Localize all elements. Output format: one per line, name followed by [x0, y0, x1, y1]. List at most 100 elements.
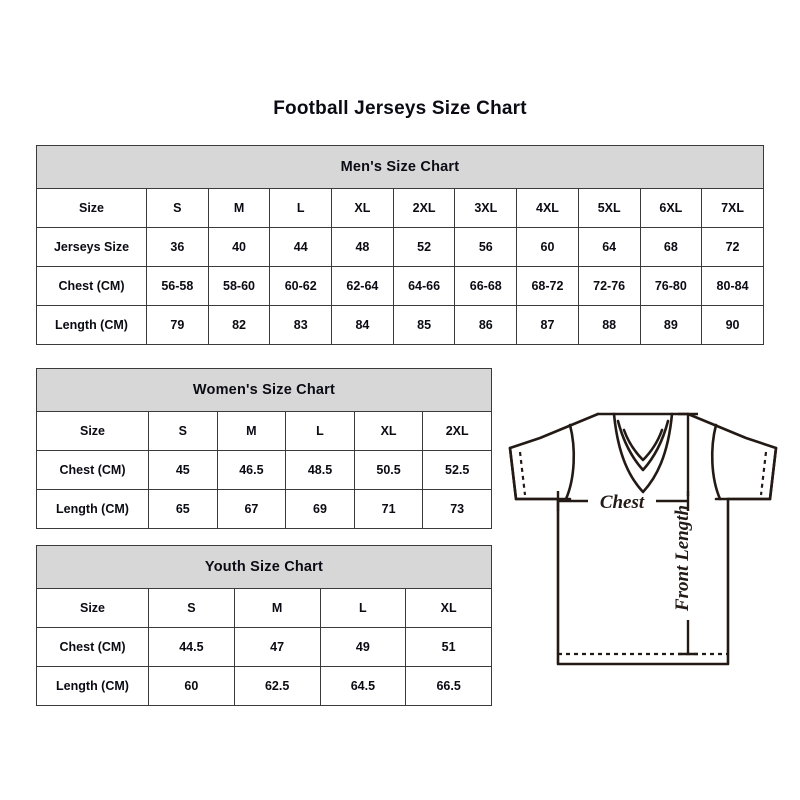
table-cell: S — [146, 188, 209, 228]
table-cell: 62.5 — [233, 666, 321, 706]
table-cell: 89 — [639, 305, 703, 345]
mens-size-chart-table: Men's Size Chart Size S M L XL 2XL 3XL 4… — [36, 145, 764, 345]
table-cell: 52.5 — [422, 450, 492, 490]
mens-table-caption: Men's Size Chart — [36, 145, 764, 189]
table-cell: 69 — [285, 489, 355, 529]
table-cell: 82 — [207, 305, 271, 345]
table-cell: L — [319, 588, 407, 628]
table-row: Length (CM) 60 62.5 64.5 66.5 — [36, 666, 492, 706]
table-cell: XL — [331, 188, 394, 228]
table-row: Chest (CM) 56-58 58-60 60-62 62-64 64-66… — [36, 266, 764, 306]
row-label: Chest (CM) — [36, 450, 149, 490]
table-caption-row: Men's Size Chart — [36, 145, 764, 189]
table-cell: M — [233, 588, 321, 628]
womens-size-chart-table: Women's Size Chart Size S M L XL 2XL Che… — [36, 368, 492, 529]
v-neck-outer — [612, 412, 674, 494]
table-caption-row: Women's Size Chart — [36, 368, 492, 412]
table-cell: 50.5 — [353, 450, 424, 490]
row-label: Jerseys Size — [36, 227, 147, 267]
table-cell: 65 — [148, 489, 218, 529]
table-cell: 51 — [405, 627, 492, 667]
v-neck-inner-2 — [622, 428, 664, 462]
table-cell: 2XL — [392, 188, 456, 228]
row-label: Length (CM) — [36, 305, 147, 345]
table-cell: XL — [353, 411, 424, 451]
womens-table-caption: Women's Size Chart — [36, 368, 492, 412]
table-cell: 6XL — [639, 188, 703, 228]
table-cell: 5XL — [577, 188, 641, 228]
table-cell: XL — [405, 588, 492, 628]
table-cell: 40 — [207, 227, 271, 267]
right-cuff-stitch-dashed — [759, 451, 768, 496]
youth-size-chart-table: Youth Size Chart Size S M L XL Chest (CM… — [36, 545, 492, 706]
table-cell: 60-62 — [269, 266, 333, 306]
left-cuff-edge — [508, 446, 518, 501]
right-cuff-edge — [768, 446, 778, 501]
table-cell: 36 — [146, 227, 209, 267]
table-cell: S — [148, 411, 218, 451]
youth-table-caption: Youth Size Chart — [36, 545, 492, 589]
table-cell: 44 — [269, 227, 333, 267]
row-label: Size — [36, 188, 147, 228]
table-cell: 90 — [701, 305, 764, 345]
table-cell: 48 — [331, 227, 394, 267]
table-cell: 52 — [392, 227, 456, 267]
table-cell: 58-60 — [207, 266, 271, 306]
table-cell: 72 — [701, 227, 764, 267]
table-cell: 68 — [639, 227, 703, 267]
table-cell: 3XL — [454, 188, 518, 228]
table-cell: L — [285, 411, 355, 451]
table-cell: 7XL — [701, 188, 764, 228]
table-row: Length (CM) 79 82 83 84 85 86 87 88 89 9… — [36, 305, 764, 345]
table-cell: 60 — [516, 227, 579, 267]
chest-measure-label: Chest — [600, 492, 645, 513]
table-cell: 62-64 — [331, 266, 394, 306]
table-cell: 64 — [577, 227, 641, 267]
row-label: Size — [36, 411, 149, 451]
table-row: Length (CM) 65 67 69 71 73 — [36, 489, 492, 529]
table-row: Chest (CM) 44.5 47 49 51 — [36, 627, 492, 667]
row-label: Chest (CM) — [36, 627, 149, 667]
table-cell: 49 — [319, 627, 407, 667]
table-cell: 67 — [216, 489, 287, 529]
table-cell: 46.5 — [216, 450, 287, 490]
table-row: Chest (CM) 45 46.5 48.5 50.5 52.5 — [36, 450, 492, 490]
table-cell: 73 — [422, 489, 492, 529]
body-outline — [556, 497, 730, 666]
table-cell: 64-66 — [392, 266, 456, 306]
table-cell: 68-72 — [516, 266, 579, 306]
table-cell: 48.5 — [285, 450, 355, 490]
table-cell: 44.5 — [148, 627, 235, 667]
table-cell: 2XL — [422, 411, 492, 451]
table-cell: 87 — [516, 305, 579, 345]
left-armhole-seam — [564, 423, 576, 501]
v-neck-inner-1 — [616, 419, 670, 472]
table-cell: 47 — [233, 627, 321, 667]
table-cell: 80-84 — [701, 266, 764, 306]
row-label: Chest (CM) — [36, 266, 147, 306]
table-row: Size S M L XL 2XL 3XL 4XL 5XL 6XL 7XL — [36, 188, 764, 228]
row-label: Size — [36, 588, 149, 628]
row-label: Length (CM) — [36, 489, 149, 529]
table-cell: 66.5 — [405, 666, 492, 706]
table-cell: M — [216, 411, 287, 451]
table-cell: 84 — [331, 305, 394, 345]
table-cell: 66-68 — [454, 266, 518, 306]
table-cell: 83 — [269, 305, 333, 345]
table-cell: 88 — [577, 305, 641, 345]
table-cell: 86 — [454, 305, 518, 345]
table-row: Size S M L XL — [36, 588, 492, 628]
page-title: Football Jerseys Size Chart — [273, 98, 527, 119]
table-row: Size S M L XL 2XL — [36, 411, 492, 451]
jersey-svg: Chest Front Length — [508, 412, 778, 666]
table-cell: 72-76 — [577, 266, 641, 306]
row-label: Length (CM) — [36, 666, 149, 706]
table-cell: 4XL — [516, 188, 579, 228]
table-cell: 60 — [148, 666, 235, 706]
front-length-measure-label: Front Length — [672, 505, 693, 612]
table-cell: 64.5 — [319, 666, 407, 706]
table-cell: 56 — [454, 227, 518, 267]
right-armhole-seam — [710, 423, 722, 501]
jersey-measurement-diagram: Chest Front Length — [498, 392, 788, 692]
table-cell: 45 — [148, 450, 218, 490]
